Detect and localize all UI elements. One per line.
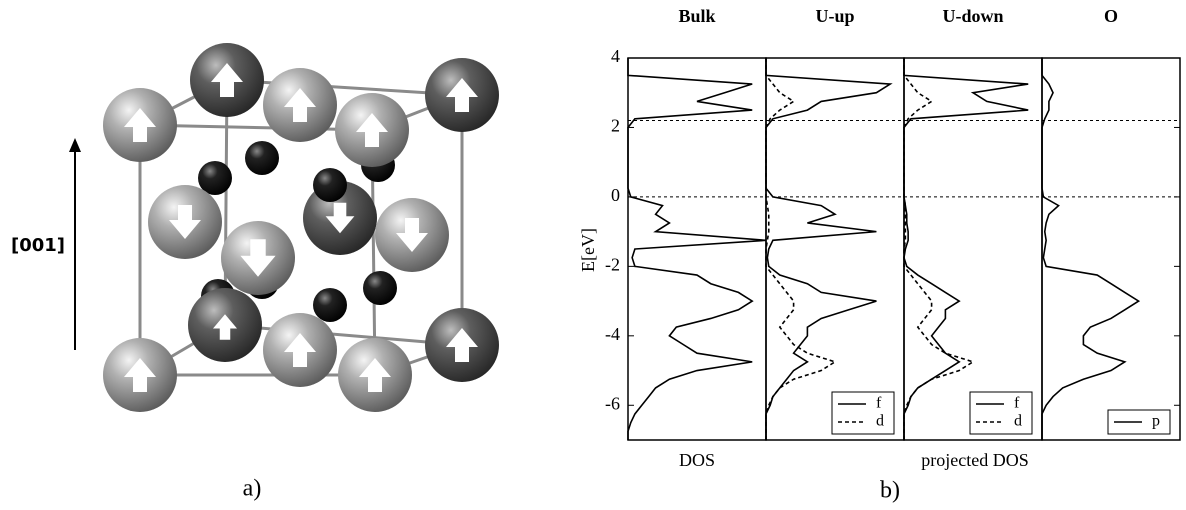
crystal-diagram: [001] a) [11, 43, 499, 502]
panel-frame [627, 57, 767, 441]
y-tick-label: 0 [611, 185, 620, 205]
legend-box [969, 391, 1033, 435]
legend-box [831, 391, 895, 435]
panel-frame [1041, 57, 1181, 441]
dos-line [627, 58, 767, 440]
legend-label: f [876, 395, 882, 412]
caption: b) [880, 478, 900, 504]
y-axis-label: E[eV] [578, 228, 598, 272]
dos-line [903, 58, 1029, 440]
legend-label: d [1014, 413, 1022, 430]
y-tick-label: -2 [605, 254, 620, 274]
legend-label: f [1014, 395, 1020, 412]
panel-title: U-up [815, 6, 854, 26]
y-tick-label: 4 [611, 46, 620, 66]
legend-label: d [876, 413, 884, 430]
legend-label: p [1152, 413, 1160, 430]
x-axis-label: DOS [679, 450, 715, 470]
y-tick-label: -4 [605, 324, 620, 344]
panel-title: Bulk [678, 6, 715, 26]
y-tick-label: -6 [605, 393, 620, 413]
x-axis-label: projected DOS [921, 450, 1028, 470]
panel-title: U-down [942, 6, 1003, 26]
y-tick-label: 2 [611, 116, 620, 136]
uranium-atoms [103, 43, 499, 412]
caption: a) [243, 476, 262, 502]
dos-line [1041, 58, 1141, 440]
axis-arrow [69, 138, 81, 350]
dos-line [765, 58, 837, 440]
panel-title: O [1104, 6, 1118, 26]
axis-label: [001] [11, 235, 65, 256]
dos-line [765, 58, 893, 440]
